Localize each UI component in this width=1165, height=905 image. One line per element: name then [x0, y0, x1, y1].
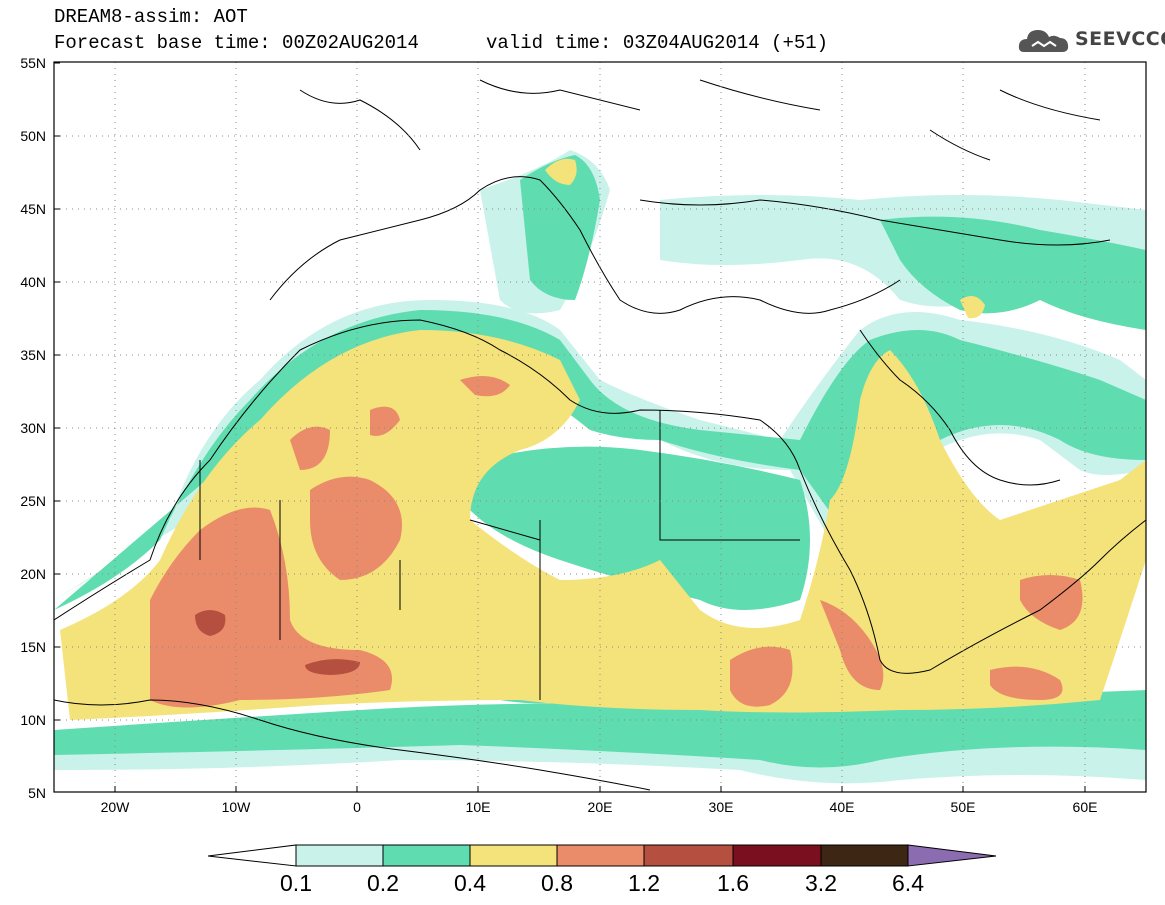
aot-level-1.2 [195, 610, 360, 675]
legend-label: 0.8 [541, 870, 573, 896]
cloud-logo-icon [1018, 30, 1069, 52]
legend-label: 0.2 [367, 870, 399, 896]
lat-label: 55N [20, 55, 46, 71]
lon-label: 50E [951, 799, 976, 815]
lon-label: 0 [353, 799, 361, 815]
lat-label: 30N [20, 420, 46, 436]
axis-ticks [54, 62, 1086, 792]
legend-over-arrow [907, 844, 997, 867]
lon-label: 20W [101, 799, 131, 815]
lat-label: 40N [20, 274, 46, 290]
legend-label: 6.4 [892, 870, 924, 896]
legend-label: 3.2 [805, 870, 837, 896]
legend-swatch [643, 844, 734, 867]
logo-text: SEEVCCC [1075, 28, 1165, 50]
lon-label: 30E [709, 799, 734, 815]
lon-label: 40E [830, 799, 855, 815]
lat-label: 50N [20, 128, 46, 144]
lat-label: 45N [20, 201, 46, 217]
forecast-base-time: Forecast base time: 00Z02AUG2014 [54, 32, 419, 54]
lat-label: 5N [28, 785, 46, 801]
lon-label: 60E [1073, 799, 1098, 815]
legend-label: 1.2 [628, 870, 660, 896]
lat-label: 25N [20, 493, 46, 509]
legend-swatch [382, 844, 471, 867]
legend-label: 0.4 [454, 870, 486, 896]
legend-swatch [556, 844, 645, 867]
legend-swatch [820, 844, 909, 867]
coastlines [54, 79, 1146, 791]
aot-level-0.8 [150, 376, 1083, 708]
lon-label: 10E [466, 799, 491, 815]
legend-under-arrow [207, 844, 297, 867]
lat-label: 10N [20, 712, 46, 728]
lat-label: 20N [20, 566, 46, 582]
legend-swatch [469, 844, 558, 867]
aot-level-0.4 [60, 158, 1146, 720]
latitude-labels: 55N 50N 45N 40N 35N 30N 25N 20N 15N 10N … [20, 55, 46, 801]
legend-label: 1.6 [717, 870, 749, 896]
lat-label: 15N [20, 639, 46, 655]
lon-label: 20E [588, 799, 613, 815]
legend-label: 0.1 [280, 870, 312, 896]
map-title: DREAM8-assim: AOT [54, 6, 248, 28]
lat-lon-grid [54, 62, 1146, 792]
lon-label: 10W [222, 799, 252, 815]
longitude-labels: 20W 10W 0 10E 20E 30E 40E 50E 60E [101, 799, 1098, 815]
valid-time: valid time: 03Z04AUG2014 (+51) [486, 32, 829, 54]
legend-swatch [295, 844, 384, 867]
legend-swatch [732, 844, 822, 867]
color-legend [207, 844, 997, 867]
lat-label: 35N [20, 347, 46, 363]
